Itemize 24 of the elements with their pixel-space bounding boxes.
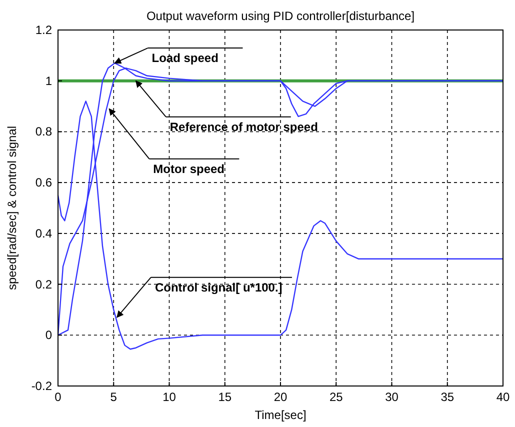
y-tick-label: 0.2 [35,277,52,292]
x-tick-label: 5 [110,390,118,404]
x-tick-label: 30 [385,390,399,404]
annotation: Reference of motor speed [170,120,318,134]
y-tick-label: 1 [45,74,52,88]
x-tick-label: 15 [218,390,232,404]
y-tick-label: 0.4 [35,226,52,240]
y-tick-label: 0 [45,328,52,342]
x-tick-label: 35 [440,390,454,404]
x-tick-label: 25 [329,390,344,404]
annotation: Load speed [152,51,218,66]
x-axis-title: Time[sec] [254,408,306,422]
x-tick-label: 20 [274,390,288,404]
y-tick-label: -0.2 [31,379,52,393]
y-tick-label: 1.2 [35,23,52,37]
x-tick-label: 40 [496,390,510,404]
x-tick-label: 0 [54,390,62,404]
annotation: Motor speed [153,162,225,176]
y-tick-label: 0.6 [35,176,52,190]
annotation: Control signal[ u*100.] [154,280,282,294]
y-axis-title: speed[rad/sec] & control signal [5,126,19,290]
chart-title: Output waveform using PID controller[disturbance] [146,9,415,23]
x-tick-label: 10 [162,390,176,404]
y-tick-label: 0.8 [35,124,52,139]
